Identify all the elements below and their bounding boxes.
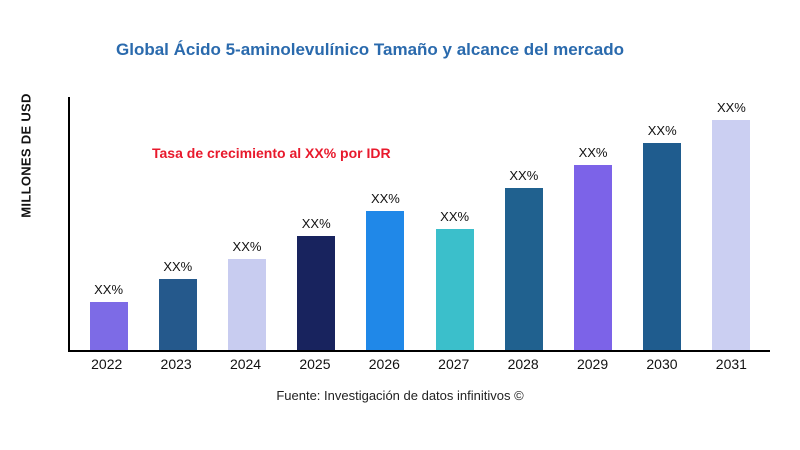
bar-2023 (158, 279, 197, 350)
bar-value-label: XX% (578, 145, 608, 161)
bar-2030 (643, 142, 682, 350)
bar-slot: XX% (697, 97, 766, 350)
x-tick-label-2028: 2028 (507, 356, 539, 372)
growth-rate-annotation: Tasa de crecimiento al XX% por IDR (152, 145, 391, 161)
x-tick-label-2026: 2026 (368, 356, 400, 372)
bar-2022 (89, 301, 128, 350)
bar-slot: XX% (628, 97, 697, 350)
bar-value-label: XX% (163, 259, 193, 275)
bar-value-label: XX% (440, 208, 470, 224)
bar-slot: XX% (74, 97, 143, 350)
bar-value-label: XX% (716, 99, 746, 115)
x-tick-label-2023: 2023 (160, 356, 192, 372)
bars: XX% XX% XX% XX% XX% XX% XX% XX% XX% XX% (70, 97, 770, 350)
bar-2026 (366, 210, 405, 350)
bar-value-label: XX% (370, 190, 400, 206)
bar-2025 (297, 236, 336, 350)
bar-slot: XX% (143, 97, 212, 350)
x-tick-label-2024: 2024 (229, 356, 262, 372)
plot-area: Tasa de crecimiento al XX% por IDR XX% XX… (68, 97, 770, 352)
bar-value-label: XX% (647, 122, 677, 138)
x-tick-label-2027: 2027 (438, 356, 470, 372)
x-tick-label-2025: 2025 (299, 356, 331, 372)
bar-value-label: XX% (232, 238, 262, 254)
bar-value-label: XX% (509, 168, 539, 184)
bar-2029 (574, 165, 613, 350)
bar-value-label: XX% (94, 281, 124, 297)
bar-slot: XX% (351, 97, 420, 350)
x-tick-label-2030: 2030 (646, 356, 678, 372)
x-labels: 2022 2023 2024 2025 2026 2027 2028 2029 2030 2031 (68, 356, 770, 372)
bar-slot: XX% (420, 97, 489, 350)
y-axis-label: MILLONES DE USD (18, 93, 34, 218)
bar-slot: XX% (282, 97, 351, 350)
bar-2031 (712, 119, 751, 350)
x-tick-label-2029: 2029 (576, 356, 609, 372)
bar-slot: XX% (489, 97, 558, 350)
bar-slot: XX% (212, 97, 281, 350)
bar-value-label: XX% (301, 216, 331, 232)
bar-slot: XX% (558, 97, 627, 350)
bar-2028 (504, 188, 543, 350)
chart-title: Global Ácido 5-aminolevulínico Tamaño y … (116, 40, 624, 59)
bar-2024 (228, 258, 266, 350)
source-caption: Fuente: Investigación de datos infinitiv… (276, 388, 524, 403)
bar-2027 (435, 228, 474, 350)
x-tick-label-2022: 2022 (91, 356, 123, 372)
x-tick-label-2031: 2031 (715, 356, 747, 372)
